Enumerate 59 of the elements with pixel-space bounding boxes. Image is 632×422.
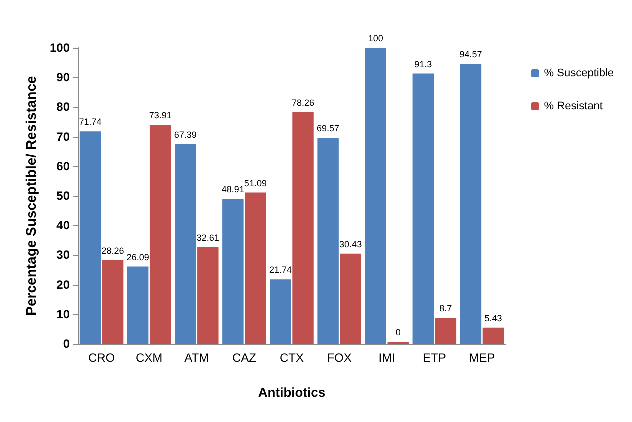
x-tick-label: CXM [136, 351, 163, 365]
bar [460, 64, 482, 344]
data-label: 73.91 [149, 110, 172, 121]
data-label: 94.57 [460, 50, 482, 60]
bar [80, 132, 102, 344]
y-axis-title: Percentage Susceptible/ Resistance [23, 76, 39, 316]
data-label: 78.26 [292, 98, 315, 108]
y-tick-label: 90 [56, 70, 70, 85]
x-tick-label: CAZ [232, 351, 256, 365]
bar [245, 192, 266, 344]
x-tick-label: CTX [280, 351, 304, 365]
y-tick-label: 30 [56, 248, 70, 262]
x-tick-label: IMI [378, 351, 396, 365]
data-label: 30.43 [340, 239, 362, 250]
x-tick-label: ETP [422, 351, 446, 365]
bar [150, 125, 172, 344]
legend-label: % Resistant [544, 100, 603, 112]
bar [340, 254, 362, 344]
y-tick-label: 0 [63, 337, 70, 351]
bar [175, 144, 196, 344]
y-tick-label: 40 [56, 218, 70, 233]
data-label: 21.74 [269, 265, 292, 276]
data-label: 100 [368, 34, 384, 44]
bar [482, 328, 504, 344]
y-tick-label: 60 [56, 159, 70, 174]
bar [270, 280, 292, 344]
y-tick-label: 80 [56, 100, 70, 114]
data-label: 67.39 [174, 130, 197, 140]
legend-label: % Susceptible [544, 68, 614, 80]
data-label: 48.91 [222, 184, 244, 195]
data-label: 91.3 [414, 59, 432, 70]
y-tick-label: 50 [56, 189, 70, 203]
data-label: 26.09 [126, 252, 150, 262]
data-label: 32.61 [196, 232, 220, 243]
bar [127, 266, 149, 344]
data-label: 5.43 [484, 313, 502, 324]
data-label: 71.74 [79, 117, 102, 128]
bar [102, 260, 124, 344]
bar [365, 48, 386, 344]
bar [412, 74, 434, 344]
data-label: 69.57 [317, 124, 340, 134]
y-tick-label: 100 [50, 41, 70, 55]
bar [292, 112, 314, 344]
data-label: 0 [396, 328, 401, 338]
bar [435, 318, 457, 344]
y-tick-label: 20 [56, 278, 70, 292]
x-tick-label: ATM [184, 351, 210, 365]
y-tick-label: 70 [56, 130, 70, 144]
x-tick-label: FOX [327, 351, 352, 365]
data-label: 28.26 [102, 246, 124, 256]
data-label: 51.09 [244, 178, 267, 188]
x-tick-label: MEP [469, 351, 496, 365]
bar [318, 138, 339, 344]
bar [198, 247, 219, 344]
y-tick-label: 10 [56, 307, 70, 322]
x-tick-label: CRO [88, 351, 116, 365]
bar [222, 199, 244, 344]
data-label: 8.7 [440, 304, 452, 314]
x-axis-title: Antibiotics [258, 385, 326, 400]
